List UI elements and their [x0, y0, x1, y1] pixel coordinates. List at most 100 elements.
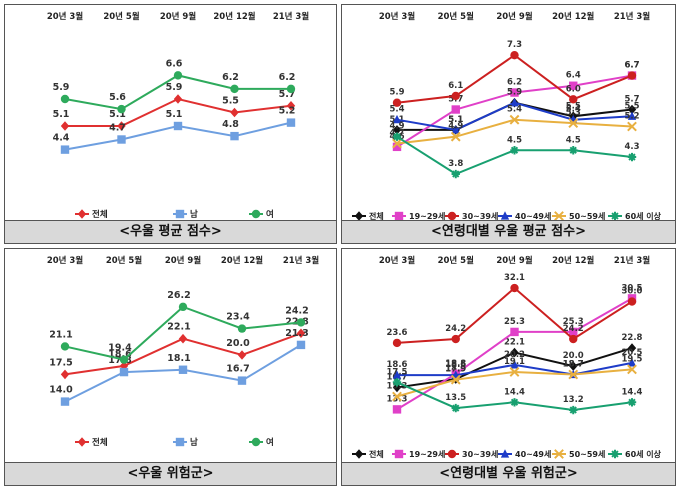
data-label: 4.5	[507, 135, 522, 145]
data-point	[119, 367, 129, 377]
data-label: 5.4	[389, 105, 404, 115]
legend-label: 19~29세	[409, 211, 445, 221]
data-point	[178, 365, 188, 374]
data-point	[286, 118, 296, 127]
data-point	[569, 327, 578, 337]
legend-label: 60세 이상	[625, 449, 662, 459]
data-label: 23.6	[387, 328, 408, 338]
legend-label: 30~39세	[462, 211, 498, 221]
data-label: 24.2	[563, 324, 584, 334]
line-chart-depression-mean: 20년 3월 20년 5월 20년 9월 20년 12월 21년 3월5.1 5.15.9…	[47, 11, 310, 220]
data-point	[178, 302, 188, 312]
x-tick-label: 20년 12월	[221, 255, 263, 266]
data-point	[237, 324, 247, 333]
data-point	[451, 334, 460, 344]
legend-label: 60세 이상	[625, 211, 662, 221]
data-label: 25.3	[563, 317, 584, 327]
legend-marker	[447, 211, 457, 221]
data-label: 6.0	[566, 84, 581, 94]
series-60세 이상: 17.5 13.5 14.4 13.2 14.4	[387, 367, 643, 415]
data-point	[392, 378, 402, 387]
x-tick-label: 20년 3월	[47, 255, 84, 266]
legend-label: 전체	[369, 449, 384, 459]
legend-marker	[610, 449, 620, 459]
legend-label: 남	[190, 437, 198, 448]
series-line	[64, 305, 302, 361]
x-tick-label: 21년 3월	[614, 11, 651, 22]
data-label: 6.2	[222, 72, 239, 83]
data-label: 5.5	[624, 101, 639, 111]
x-tick-label: 21년 3월	[273, 11, 310, 22]
data-point	[569, 81, 578, 90]
data-point	[392, 142, 402, 152]
data-point	[627, 71, 637, 80]
x-tick-label: 20년 12월	[552, 255, 594, 266]
x-tick-label: 21년 3월	[614, 255, 651, 266]
data-label: 19.4	[108, 343, 132, 354]
data-label: 18.7	[563, 360, 584, 370]
data-point	[296, 340, 306, 350]
data-point	[510, 398, 519, 407]
data-point	[510, 97, 519, 107]
x-tick-label: 20년 5월	[438, 11, 475, 22]
legend: 전체 남 여	[75, 209, 274, 220]
data-label: 32.1	[504, 273, 525, 283]
data-label: 5.9	[389, 88, 404, 98]
legend-label: 전체	[92, 437, 108, 448]
legend-marker	[447, 449, 457, 459]
data-label: 5.2	[279, 106, 296, 117]
x-tick-label: 20년 12월	[552, 11, 594, 22]
data-point	[60, 94, 70, 104]
data-point	[60, 397, 70, 406]
data-point	[60, 121, 70, 131]
data-label: 5.6	[109, 92, 126, 103]
legend-label: 전체	[369, 211, 384, 221]
data-label: 22.1	[167, 322, 190, 333]
x-tick-label: 20년 12월	[213, 11, 255, 22]
data-point	[510, 360, 519, 369]
data-label: 5.1	[166, 109, 183, 120]
data-label: 6.2	[507, 78, 522, 88]
chart-title: <연령대별 우울 평균 점수>	[342, 220, 675, 243]
legend-marker	[175, 209, 185, 219]
x-tick-label: 20년 3월	[379, 255, 416, 266]
data-label: 16.7	[226, 364, 249, 375]
legend: 전체 남 여	[75, 437, 274, 448]
data-point	[510, 327, 519, 337]
data-label: 18.6	[387, 360, 408, 370]
data-point	[392, 114, 402, 124]
data-label: 5.2	[624, 111, 639, 121]
line-chart-depression-risk: 20년 3월 20년 5월 20년 9월 20년 12월 21년 3월17.518.62…	[47, 255, 320, 448]
chart-title: <우울 위험군>	[5, 462, 336, 485]
data-point	[627, 152, 637, 162]
data-label: 17.5	[387, 367, 408, 377]
chart-title: <우울 평균 점수>	[5, 220, 336, 243]
legend-label: 남	[190, 209, 198, 220]
data-point	[392, 370, 402, 379]
data-label: 20.0	[226, 338, 250, 349]
legend-label: 30~39세	[462, 449, 498, 459]
x-tick-label: 20년 9월	[165, 255, 202, 266]
data-label: 5.5	[566, 101, 581, 111]
data-point	[173, 94, 183, 104]
data-label: 4.5	[566, 135, 581, 145]
data-label: 24.2	[445, 324, 466, 334]
legend-marker	[500, 211, 510, 220]
data-point	[296, 318, 306, 327]
data-label: 22.8	[622, 333, 643, 343]
data-label: 5.7	[624, 95, 639, 105]
data-point	[510, 283, 519, 293]
legend-marker	[394, 211, 404, 221]
data-point	[230, 84, 239, 94]
data-label: 5.9	[166, 82, 183, 93]
data-point	[117, 104, 126, 114]
data-point	[510, 347, 519, 358]
data-label: 14.4	[622, 387, 643, 397]
data-point	[296, 328, 306, 339]
x-tick-label: 20년 9월	[160, 11, 197, 22]
data-label: 4.3	[624, 142, 639, 152]
data-label: 5.1	[448, 115, 463, 125]
data-point	[569, 405, 578, 415]
